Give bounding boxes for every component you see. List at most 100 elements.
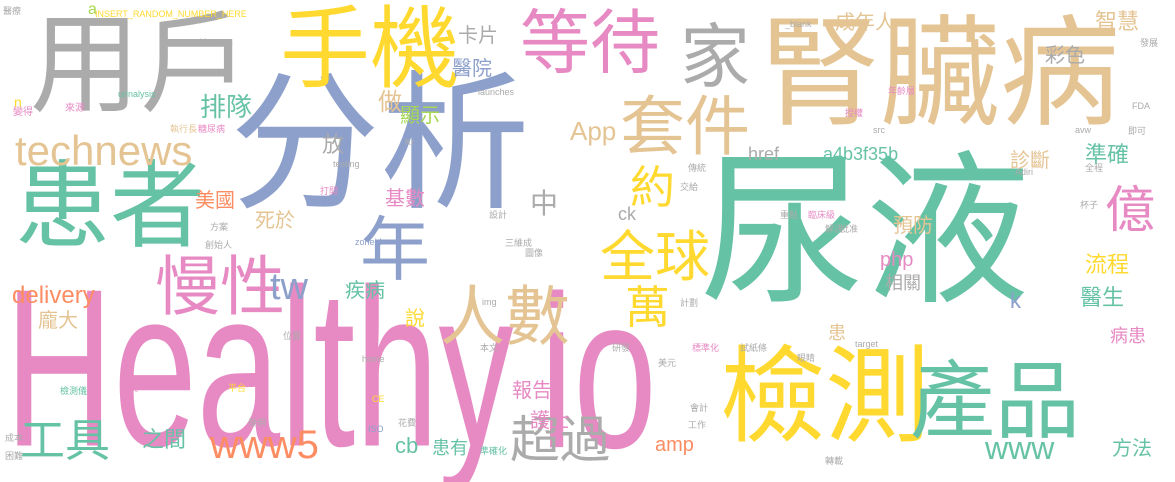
word: 重點 [780, 211, 799, 221]
word: ck [618, 204, 636, 224]
word: 交給 [680, 183, 699, 193]
word: 試紙條 [740, 344, 768, 354]
word: 患者 [15, 152, 206, 262]
word: 全球 [600, 225, 711, 289]
word: 花費 [398, 419, 417, 429]
word: FDA [1132, 101, 1150, 111]
word: 轉載 [825, 457, 844, 467]
word: 困難 [5, 452, 24, 462]
word: 檢測 [720, 336, 931, 458]
word: img [482, 297, 497, 307]
word: 約 [630, 161, 676, 214]
word: 年齡層 [888, 87, 916, 97]
word: php [880, 249, 914, 271]
word: 美元 [658, 359, 677, 369]
word: 之間 [142, 428, 187, 453]
word: 相關 [885, 273, 921, 294]
word: ISO [368, 424, 384, 434]
word: 會計 [690, 404, 709, 414]
word: 基數 [385, 186, 425, 210]
word: 腎臟病 [760, 5, 1120, 144]
word: www5 [210, 423, 319, 467]
word: 三維成 [505, 239, 533, 249]
word: 美國 [195, 188, 235, 212]
word: 圖像 [525, 249, 544, 259]
word: 診斷 [1010, 148, 1050, 172]
word: 創始人 [205, 241, 233, 251]
word: 檢測儀 [60, 387, 88, 397]
word: 死於 [255, 208, 295, 232]
word: 說 [405, 306, 425, 330]
word: 本文 [480, 344, 499, 354]
word: src [873, 125, 885, 135]
word: 研發 [612, 344, 631, 354]
word: Kr [405, 137, 414, 147]
word: 患有 [432, 438, 468, 459]
word: 醫生 [1080, 286, 1125, 311]
word: CE [372, 394, 385, 404]
word: tw [270, 266, 308, 308]
word: 龐大 [38, 308, 78, 332]
word: delivery [12, 282, 95, 309]
word: 護士 [530, 408, 570, 432]
word: 智慧 [1095, 10, 1140, 35]
word: 執行長 [170, 125, 198, 135]
word: 成本 [5, 434, 24, 444]
word: 套件 [620, 90, 751, 165]
word: 杯子 [1080, 201, 1099, 211]
word: 批准 [840, 225, 859, 235]
word: 方法 [1112, 436, 1152, 460]
word: INSERT_RANDOM_NUMBER_HERE [95, 9, 247, 19]
word: urinalysis [118, 89, 156, 99]
word: 授權 [845, 109, 864, 119]
word: cb [395, 433, 419, 458]
word: 超過 [510, 411, 610, 469]
word: 設計 [489, 211, 508, 221]
word: 醫院 [452, 56, 492, 80]
word: a4b3f35b [823, 144, 899, 164]
word: 發展 [1140, 39, 1159, 49]
word: App [570, 116, 617, 146]
word: href [748, 144, 780, 164]
word: 中 [530, 187, 559, 220]
word: 彩色 [1045, 43, 1085, 67]
word: 傳統 [688, 164, 707, 174]
word: 位置 [283, 332, 302, 342]
word: 準確化 [480, 447, 508, 457]
word: 產品 [910, 353, 1081, 452]
word: 變得 [13, 107, 33, 118]
word: 顯示 [400, 103, 440, 127]
word: a [88, 1, 97, 18]
word: 年 [360, 209, 430, 291]
word: 做 [378, 88, 402, 116]
word: 臨床級 [808, 211, 836, 221]
word: 等待 [520, 2, 660, 84]
word: launches [478, 87, 515, 97]
word: 排隊 [200, 93, 253, 123]
word: Yonatan [200, 37, 233, 47]
word: Adiri [1015, 167, 1034, 177]
word: 預防 [893, 213, 933, 237]
word: 手機 [280, 0, 460, 102]
word: 慢性 [155, 250, 286, 325]
word: testing [333, 159, 360, 169]
word: 眼睛 [797, 354, 816, 364]
word: avw [1075, 125, 1092, 135]
word: home [362, 354, 385, 364]
word: 醫療 [3, 7, 22, 17]
word: 家 [680, 16, 750, 98]
word: 萬 [625, 281, 671, 334]
word: 工作 [688, 421, 707, 431]
word: _blank [785, 19, 812, 29]
word: 分析 [230, 58, 531, 232]
word: www [985, 430, 1055, 466]
word: 疾病 [345, 278, 385, 302]
word: 尿液 [700, 136, 1030, 328]
word: 放 [322, 133, 345, 158]
word: 報告 [512, 378, 552, 402]
word: 發明 [248, 419, 267, 429]
word: 卡片 [458, 23, 498, 47]
word: 成年人 [835, 10, 895, 34]
word: 方案 [210, 223, 229, 233]
